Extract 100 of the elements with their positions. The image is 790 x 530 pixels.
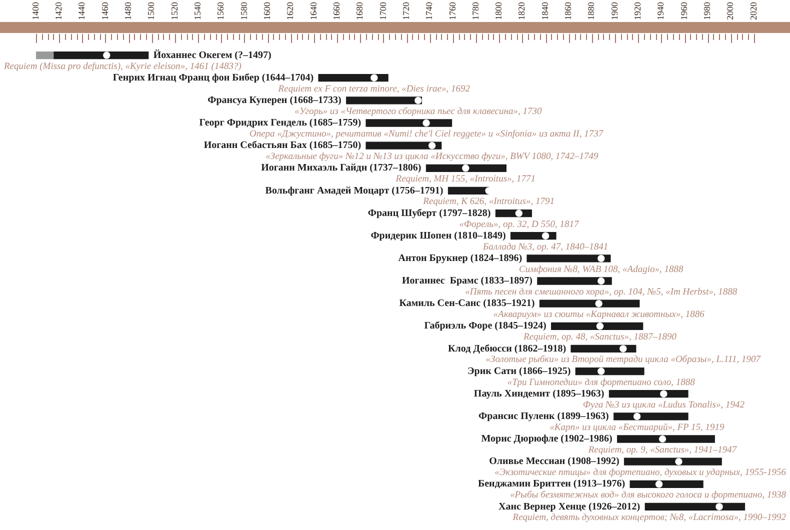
bar <box>644 502 746 511</box>
x-tick-label: 1720 <box>400 2 411 20</box>
y-tick-label: Георг Фридрих Гендель (1685–1759) <box>199 118 362 129</box>
y-tick-label: Оливье Мессиан (1908–1992) <box>489 456 620 468</box>
annotation: «Пять песен для смешанного хора», op. 104, №5, «Im Herbst», 1888 <box>465 288 738 298</box>
y-tick-label: Иоганнес Брамс (1833–1897) <box>402 276 532 287</box>
y-tick-label: Морис Дюрюфле (1902–1986) <box>481 434 612 445</box>
x-tick-label: 1740 <box>424 2 434 20</box>
point <box>658 435 666 443</box>
bar <box>53 51 149 60</box>
annotation: «Зеркальные фуги» №12 и №13 из цикла «Искусство фуги», BWV 1080, 1742–1749 <box>266 152 599 162</box>
y-tick-label: Эрик Сати (1866–1925) <box>467 366 571 377</box>
annotation: «Аквариум» из сюиты «Карнавал животных», 1886 <box>493 310 705 320</box>
point <box>595 300 602 308</box>
x-tick-label: 1780 <box>470 2 480 20</box>
x-tick-label: 1640 <box>308 2 318 20</box>
bar <box>614 412 688 420</box>
point <box>515 210 523 217</box>
x-tick-label: 1700 <box>378 2 388 20</box>
x-tick-label: 1820 <box>516 2 527 20</box>
y-tick-label: Ханс Вернер Хенце (1926–2012) <box>498 501 640 512</box>
annotation: «Золотые рыбки» из Второй тетради цикла «Образы», L.111, 1907 <box>486 355 762 366</box>
annotation: «Три Гимнопедии» для фортепиано соло, 1888 <box>507 378 696 388</box>
bar <box>526 254 611 262</box>
annotation: Баллада №3, op. 47, 1840–1841 <box>482 242 608 252</box>
x-tick-label: 1980 <box>702 2 712 20</box>
x-tick-label: 1440 <box>76 2 87 20</box>
x-tick-label: 1760 <box>447 2 458 20</box>
y-tick-label: Фридерик Шопен (1810–1849) <box>370 230 506 242</box>
annotation: «Рыбы безмятежных вод» для высокого голоса и фортепиано, 1938 <box>510 490 786 501</box>
x-tick-label: 1840 <box>540 2 550 20</box>
bar <box>624 458 722 466</box>
annotation: Requiem ex F con terza minore, «Dies irae», 1692 <box>277 84 470 94</box>
x-tick-label: 1800 <box>494 2 504 20</box>
annotation: «Карп» из цикла «Бестиарий», FP 15, 1919 <box>550 422 725 433</box>
point <box>428 142 436 150</box>
point <box>370 74 378 82</box>
y-tick-label: Габриэль Форе (1845–1924) <box>424 320 546 332</box>
point <box>598 277 605 285</box>
x-tick-label: 1660 <box>331 2 342 20</box>
bar <box>346 96 422 104</box>
bar <box>537 277 612 285</box>
x-tick-label: 1540 <box>192 2 202 20</box>
point <box>716 503 723 510</box>
annotation: «Угорь» из «Четвертого сборника пьес для клавесина», 1730 <box>294 106 542 117</box>
x-tick-label: 1560 <box>216 2 226 20</box>
x-tick-label: 2020 <box>748 2 758 20</box>
annotation: «Экзотические птицы» для фортепиано, духовых и ударных, 1955-1956 <box>494 468 786 478</box>
y-tick-label: Генрих Игнац Франц фон Бибер (1644–1704) <box>112 72 314 84</box>
x-tick-label: 1900 <box>609 2 620 20</box>
y-tick-label: Пауль Хиндемит (1895–1963) <box>474 388 604 400</box>
annotation: Requiem, op. 48, «Sanctus», 1887–1890 <box>522 332 677 343</box>
point <box>655 480 663 488</box>
point <box>542 232 550 240</box>
x-tick-label: 1520 <box>169 2 180 20</box>
bar <box>318 74 388 82</box>
x-tick-label: 1580 <box>238 2 249 20</box>
x-tick-label: 1400 <box>30 2 40 20</box>
x-tick-label: 1420 <box>54 2 64 20</box>
y-tick-label: Йоханнес Окегем (?–1497) <box>153 48 272 61</box>
point <box>462 164 470 172</box>
x-tick-label: 1960 <box>678 2 689 20</box>
bar <box>366 119 452 127</box>
x-tick-label: 1880 <box>586 2 596 20</box>
y-tick-label: Франсис Пуленк (1899–1963) <box>478 411 609 422</box>
x-tick-label: 1460 <box>100 2 110 20</box>
x-tick-label: 1920 <box>632 2 643 20</box>
point <box>598 368 605 375</box>
x-tick-label: 1500 <box>146 2 156 20</box>
point <box>633 412 641 420</box>
bar <box>539 300 640 308</box>
x-tick-label: 1860 <box>563 2 574 20</box>
point <box>620 345 627 352</box>
annotation: Requiem, MH 155, «Introitus», 1771 <box>394 174 536 185</box>
annotation: Requiem, op. 9, «Sanctus», 1941–1947 <box>587 446 738 456</box>
y-tick-label: Франц Шуберт (1797–1828) <box>368 208 491 219</box>
bar <box>570 344 636 353</box>
annotation: «Форель», op. 32, D 550, 1817 <box>459 220 580 230</box>
point <box>660 390 668 398</box>
y-tick-label: Антон Брукнер (1824–1896) <box>398 253 522 264</box>
bar <box>630 480 704 488</box>
x-tick-label: 2000 <box>725 2 736 20</box>
bar <box>551 322 644 330</box>
point <box>596 322 604 330</box>
annotation: Опера «Джустино», речитатив «Numi! che'l Ciel reggete» и «Sinfonia» из акта II, 1737 <box>249 130 604 140</box>
y-tick-label: Иоганн Михаэль Гайдн (1737–1806) <box>261 162 422 174</box>
y-tick-label: Клод Дебюсси (1862–1918) <box>448 343 566 354</box>
annotation: Requiem, K 626, «Introitus», 1791 <box>422 197 554 208</box>
y-tick-label: Франсуа Куперен (1668–1733) <box>208 95 342 106</box>
annotation: Симфония №8, WAB 108, «Adagio», 1888 <box>519 264 684 275</box>
annotation: Фуга №3 из цикла «Ludus Tonalis», 1942 <box>582 400 745 410</box>
y-tick-label: Вольфганг Амадей Моцарт (1756–1791) <box>265 185 444 196</box>
point <box>598 254 605 262</box>
x-tick-label: 1620 <box>285 2 296 20</box>
annotation: Requiem, девять духовных концертов; №8, «Lacrimosa», 1990–1992 <box>512 513 786 524</box>
bar <box>426 164 507 172</box>
x-tick-label: 1600 <box>262 2 272 20</box>
bar <box>608 390 688 398</box>
x-tick-label: 1480 <box>123 2 134 20</box>
point <box>103 52 110 59</box>
